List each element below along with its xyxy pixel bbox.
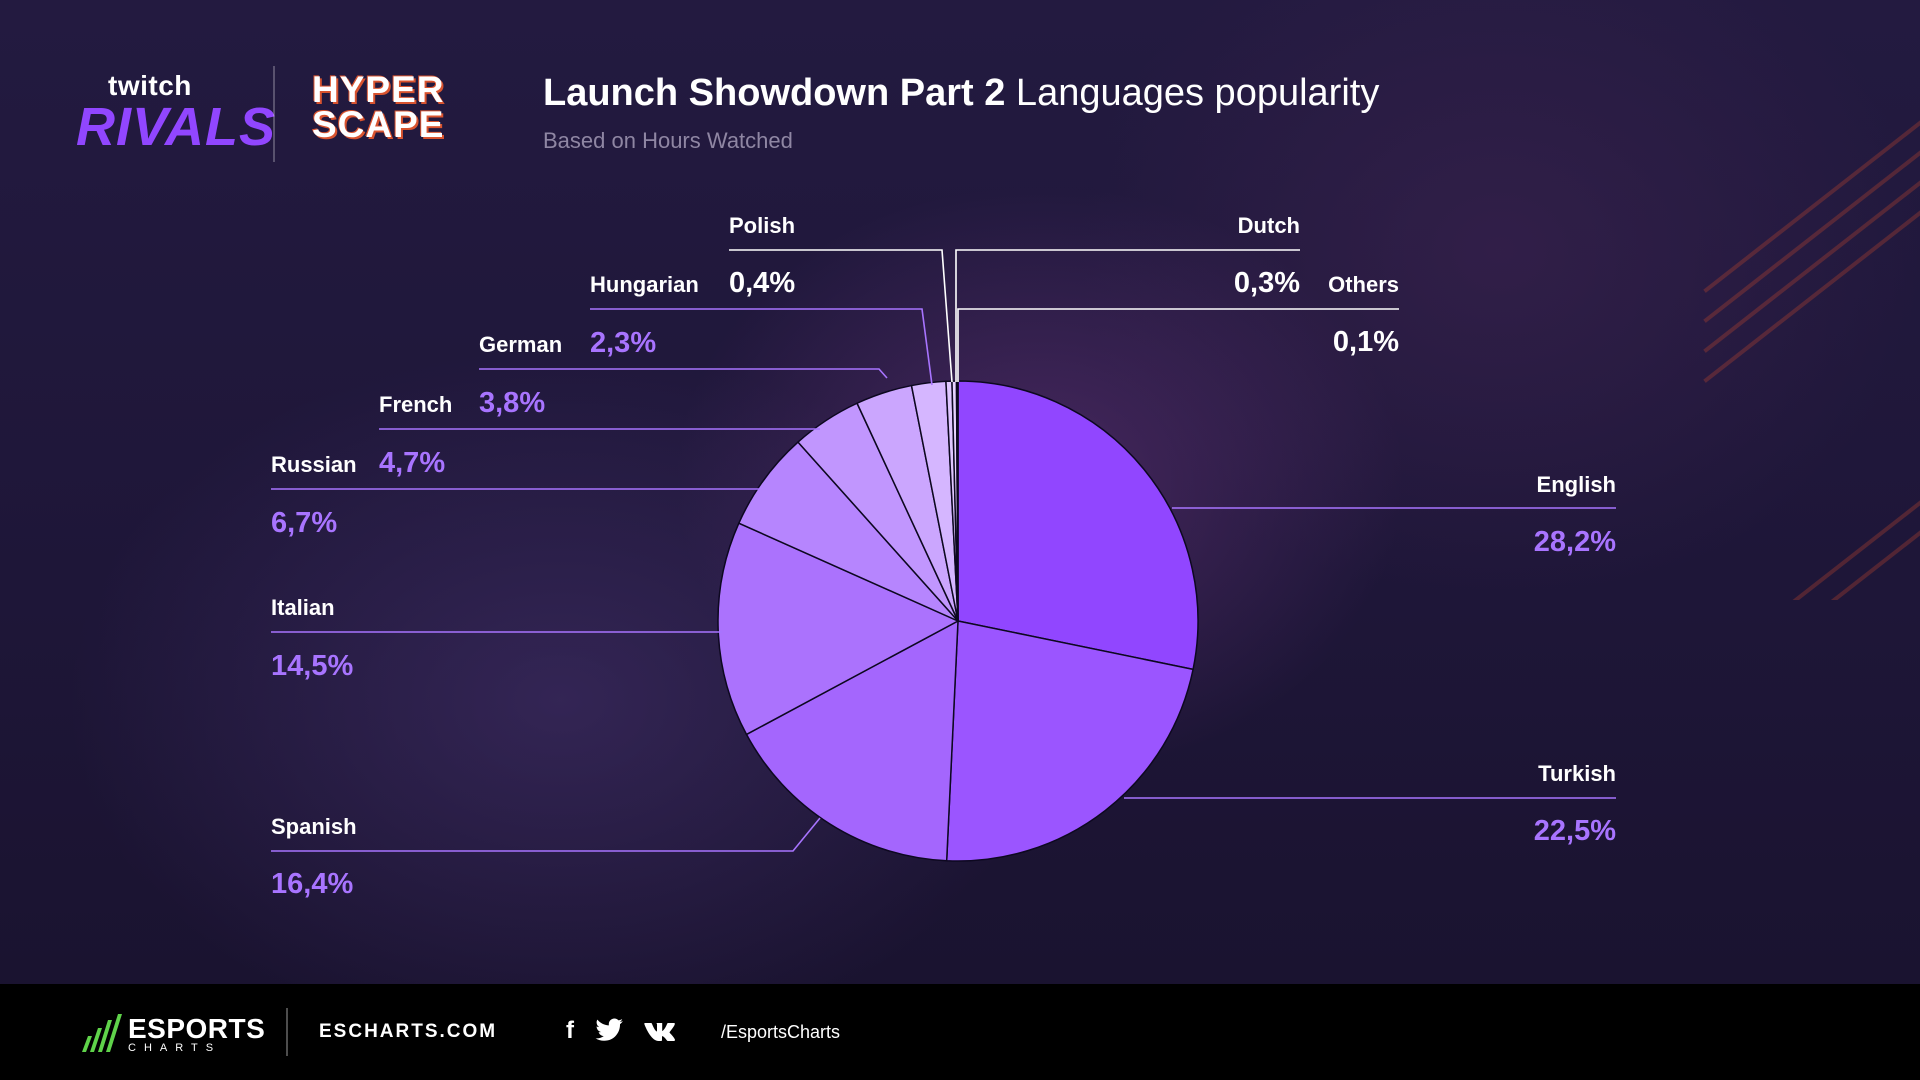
facebook-icon[interactable]: f — [566, 1017, 574, 1044]
footer-social-handle[interactable]: /EsportsCharts — [721, 1022, 841, 1042]
page-subtitle: Based on Hours Watched — [543, 128, 793, 153]
title-rest: Languages popularity — [1005, 72, 1380, 114]
label-others: Others — [1328, 272, 1399, 297]
vk-icon[interactable] — [644, 1020, 680, 1042]
value-spanish: 16,4% — [271, 868, 353, 900]
pie-slice-italian — [717, 522, 959, 736]
leader-line-polish — [729, 249, 953, 383]
value-turkish: 22,5% — [1534, 815, 1616, 847]
label-hungarian: Hungarian — [590, 272, 699, 297]
twitter-icon[interactable] — [594, 1018, 624, 1044]
label-dutch: Dutch — [1238, 213, 1300, 238]
label-german: German — [479, 332, 562, 357]
leader-line-spanish — [271, 817, 821, 852]
pie-chart: English 28,2% Turkish 22,5% Spanish 16,4% Ital… — [271, 213, 1616, 900]
label-french: French — [379, 392, 452, 417]
label-russian: Russian — [271, 452, 357, 477]
leader-line-hungarian — [590, 308, 933, 386]
hyper-scape-logo-line2: SCAPE — [312, 104, 445, 145]
twitch-logo: twitch — [108, 70, 192, 101]
header-divider — [273, 66, 275, 162]
label-turkish: Turkish — [1538, 761, 1616, 786]
footer-brand-sub: CHARTS — [128, 1042, 222, 1054]
value-italian: 14,5% — [271, 650, 353, 682]
leader-line-german — [479, 368, 888, 379]
page-title: Launch Showdown Part 2 Languages popular… — [543, 72, 1379, 115]
value-english: 28,2% — [1534, 526, 1616, 558]
footer-site-link[interactable]: ESCHARTS.COM — [319, 1021, 498, 1042]
label-italian: Italian — [271, 595, 335, 620]
value-hungarian: 2,3% — [590, 327, 656, 359]
leader-line-dutch — [955, 249, 1300, 382]
label-spanish: Spanish — [271, 814, 357, 839]
pie-slice-turkish — [945, 620, 1194, 862]
esports-charts-logo-icon — [82, 1014, 122, 1052]
footer-divider — [286, 1008, 288, 1056]
value-russian: 6,7% — [271, 507, 337, 539]
social-icons: f — [566, 1016, 680, 1046]
value-german: 3,8% — [479, 387, 545, 419]
value-dutch: 0,3% — [1234, 267, 1300, 299]
pie-slice-english — [957, 380, 1199, 671]
rivals-logo: RIVALS — [76, 97, 277, 157]
footer-brand: ESPORTS — [128, 1013, 266, 1044]
value-others: 0,1% — [1333, 326, 1399, 358]
leader-line-others — [957, 308, 1399, 382]
value-french: 4,7% — [379, 447, 445, 479]
label-english: English — [1537, 472, 1616, 497]
label-polish: Polish — [729, 213, 795, 238]
pie-slice-spanish — [745, 620, 959, 862]
value-polish: 0,4% — [729, 267, 795, 299]
hyper-scape-logo-line1: HYPER — [312, 69, 445, 110]
hyper-scape-logo: HYPER SCAPE — [312, 69, 480, 145]
footer — [0, 984, 1920, 1080]
title-bold: Launch Showdown Part 2 — [543, 72, 1006, 114]
